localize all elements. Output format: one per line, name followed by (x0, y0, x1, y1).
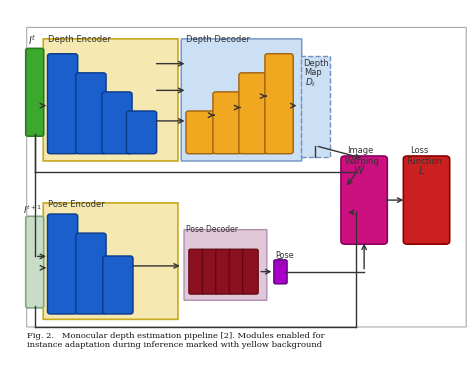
Text: Map: Map (304, 68, 322, 77)
FancyBboxPatch shape (76, 73, 106, 154)
Text: $I^t$: $I^t$ (28, 33, 36, 47)
FancyBboxPatch shape (102, 92, 132, 154)
Text: Pose: Pose (275, 250, 293, 260)
FancyBboxPatch shape (265, 54, 293, 154)
Text: Loss: Loss (410, 146, 429, 155)
FancyBboxPatch shape (229, 249, 245, 294)
FancyBboxPatch shape (189, 249, 204, 294)
FancyBboxPatch shape (184, 230, 267, 300)
Text: Warping: Warping (345, 157, 380, 166)
Text: $I^{t+1}$: $I^{t+1}$ (23, 203, 42, 216)
FancyBboxPatch shape (26, 48, 44, 136)
Text: Image: Image (346, 146, 373, 155)
FancyBboxPatch shape (243, 249, 258, 294)
FancyBboxPatch shape (202, 249, 218, 294)
Text: $T_t$: $T_t$ (276, 256, 285, 268)
FancyBboxPatch shape (403, 156, 450, 244)
Bar (301, 56, 330, 157)
FancyBboxPatch shape (186, 111, 214, 154)
Text: Depth Encoder: Depth Encoder (48, 35, 111, 44)
Text: Fig. 2.   Monocular depth estimation pipeline [2]. Modules enabled for
instance : Fig. 2. Monocular depth estimation pipel… (27, 332, 324, 349)
FancyBboxPatch shape (341, 156, 387, 244)
FancyBboxPatch shape (213, 92, 241, 154)
Text: $D_t$: $D_t$ (305, 77, 317, 89)
FancyBboxPatch shape (103, 256, 133, 314)
FancyBboxPatch shape (127, 111, 156, 154)
Text: $L$: $L$ (419, 164, 426, 176)
Text: Pose Encoder: Pose Encoder (48, 200, 105, 209)
FancyBboxPatch shape (216, 249, 231, 294)
FancyBboxPatch shape (76, 233, 106, 314)
FancyBboxPatch shape (181, 39, 302, 161)
FancyBboxPatch shape (239, 73, 267, 154)
Text: Depth: Depth (303, 59, 328, 67)
FancyBboxPatch shape (47, 54, 78, 154)
FancyBboxPatch shape (43, 39, 178, 161)
FancyBboxPatch shape (47, 214, 78, 314)
Text: Function: Function (406, 157, 442, 166)
Text: Depth Decoder: Depth Decoder (186, 35, 250, 44)
Text: Pose Decoder: Pose Decoder (186, 225, 238, 234)
FancyBboxPatch shape (274, 260, 287, 284)
Text: $W$: $W$ (353, 164, 366, 176)
FancyBboxPatch shape (26, 216, 44, 308)
FancyBboxPatch shape (43, 203, 178, 319)
